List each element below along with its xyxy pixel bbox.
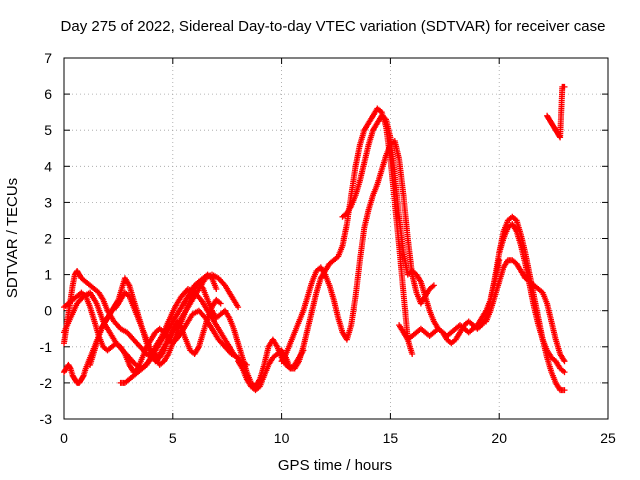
chart-title: Day 275 of 2022, Sidereal Day-to-day VTE…	[61, 18, 606, 35]
y-tick-label: -2	[40, 375, 53, 391]
data-series	[87, 275, 224, 368]
y-tick-label: -3	[40, 411, 53, 427]
x-tick-label: 10	[274, 430, 290, 446]
x-tick-label: 15	[383, 430, 399, 446]
y-tick-label: 0	[44, 303, 52, 319]
x-tick-label: 0	[60, 430, 68, 446]
plus-markers	[87, 275, 224, 368]
y-axis-label: SDTVAR / TECUs	[4, 178, 21, 298]
y-tick-label: 5	[44, 122, 52, 138]
y-tick-label: 7	[44, 50, 52, 66]
data-layer	[61, 83, 568, 394]
data-series	[483, 257, 568, 365]
data-series	[544, 83, 568, 141]
x-axis-label: GPS time / hours	[278, 457, 392, 474]
y-tick-label: 4	[44, 158, 52, 174]
plus-markers	[544, 83, 568, 141]
plus-markers	[483, 257, 568, 365]
axis-ticks: 0 5 10 15 20 25 -3 -2 -1 0 1 2 3 4 5 6 7	[40, 50, 616, 446]
plus-markers	[278, 138, 437, 365]
x-tick-label: 20	[491, 430, 507, 446]
y-tick-label: 2	[44, 231, 52, 247]
y-tick-label: 3	[44, 194, 52, 210]
data-series	[278, 138, 437, 365]
plus-markers	[496, 221, 568, 376]
data-series	[496, 221, 568, 376]
y-tick-label: 1	[44, 267, 52, 283]
y-tick-label: 6	[44, 86, 52, 102]
y-tick-label: -1	[40, 339, 53, 355]
x-tick-label: 5	[169, 430, 177, 446]
x-tick-label: 25	[600, 430, 616, 446]
